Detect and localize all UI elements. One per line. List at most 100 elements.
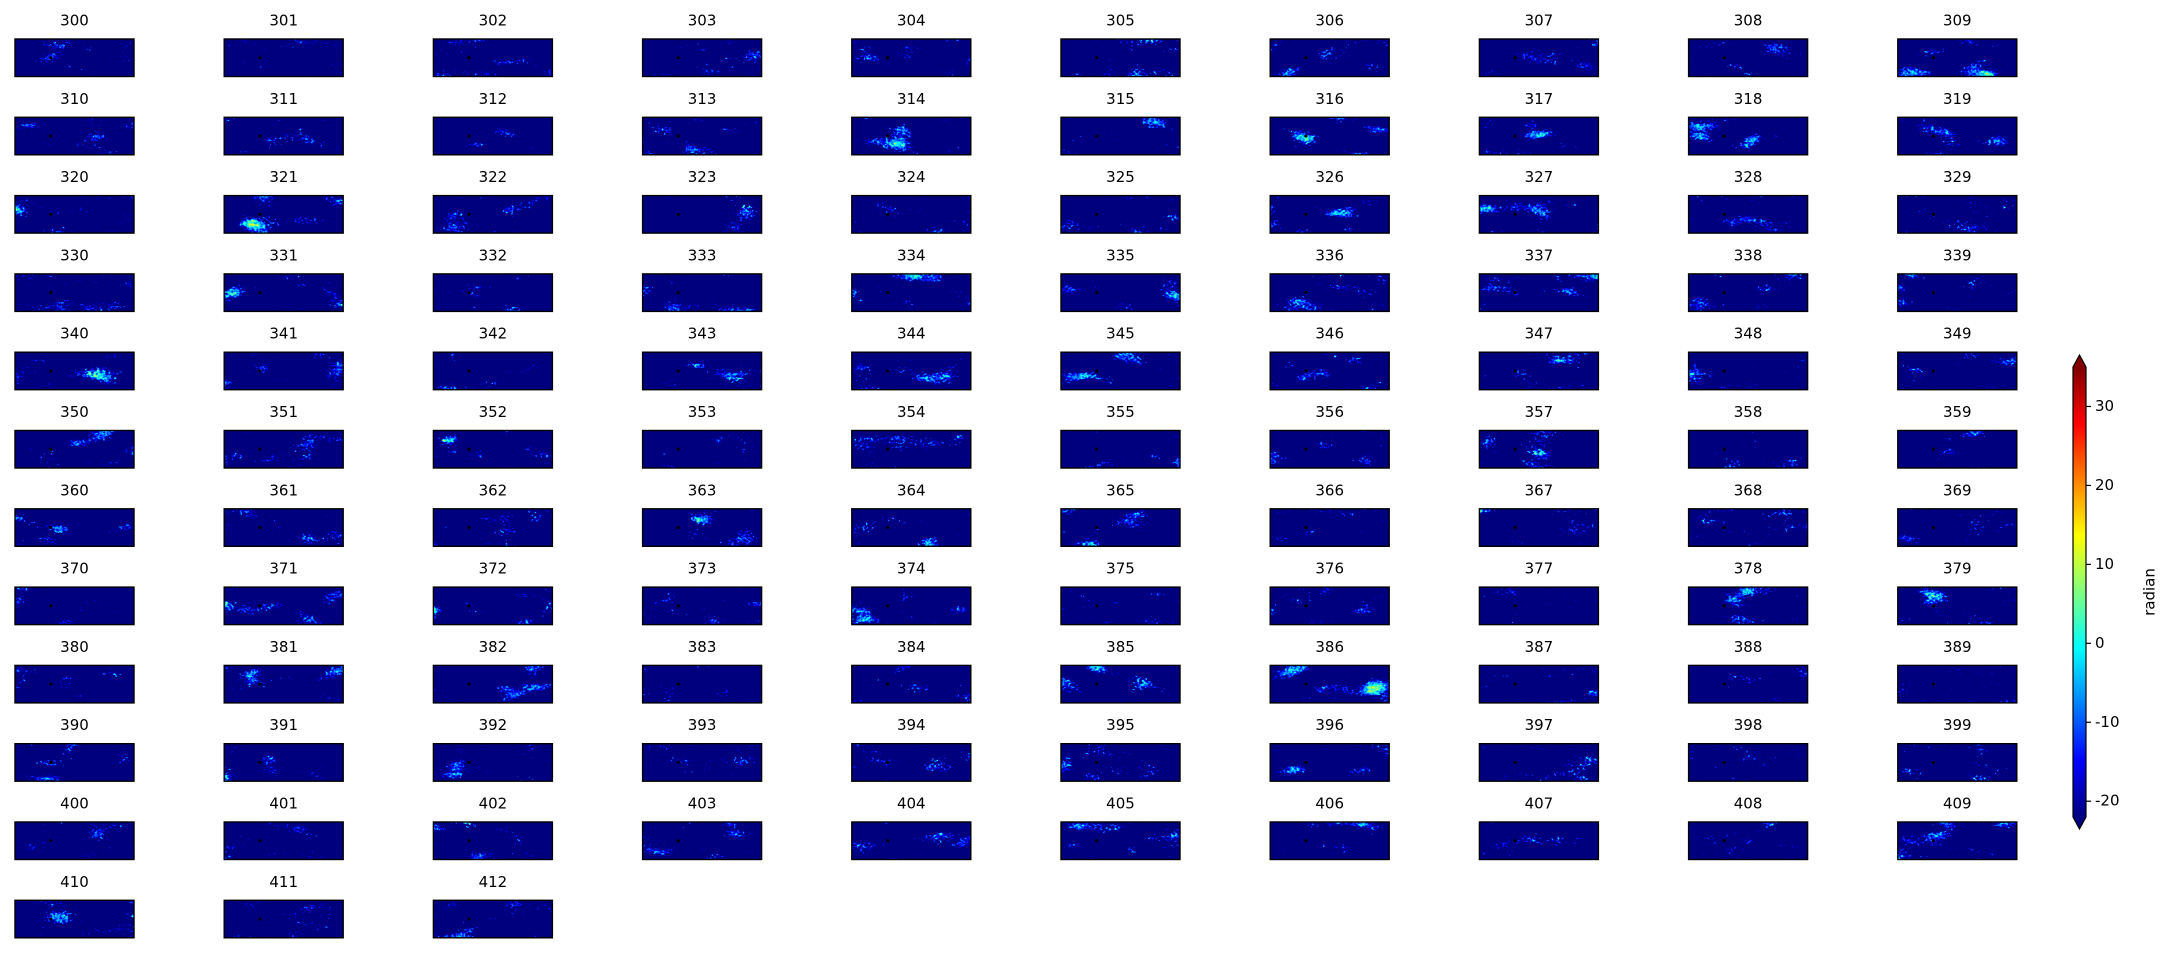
panel-title: 309 [1943, 12, 1972, 30]
panel-frame [1478, 743, 1600, 782]
panel-frame [641, 586, 763, 626]
panel-frame [1897, 586, 2018, 626]
panel-title: 388 [1734, 638, 1763, 656]
panel-title: 357 [1525, 403, 1554, 421]
heatmap-image [15, 822, 134, 860]
heatmap-image [1688, 195, 1808, 234]
colorbar-body [2073, 367, 2086, 817]
heatmap-image [1479, 743, 1599, 782]
panel-title: 324 [897, 168, 926, 186]
panel-frame [1687, 116, 1809, 156]
heatmap-image [224, 822, 344, 860]
panel-title: 353 [688, 403, 717, 421]
panel-title: 384 [897, 638, 926, 656]
panel-title: 374 [897, 560, 926, 578]
center-marker [1931, 291, 1936, 295]
panel-frame [14, 351, 135, 391]
heatmap-image [15, 587, 134, 625]
heatmap-image [1479, 508, 1599, 547]
heatmap-image [1270, 39, 1390, 77]
panel-title: 348 [1734, 325, 1763, 343]
panel-frame [851, 508, 972, 547]
panel-frame [223, 194, 344, 234]
panel-frame [1060, 273, 1181, 313]
panel-title: 393 [688, 716, 717, 734]
panel-frame [1897, 38, 2018, 78]
center-marker [676, 604, 680, 608]
heatmap-image [224, 195, 344, 234]
panel-frame [1269, 273, 1390, 313]
panel-frame [1897, 351, 2018, 391]
heatmap-image [1479, 665, 1599, 703]
panel-frame [14, 38, 135, 78]
heatmap-image [15, 900, 134, 938]
heatmap-image [224, 430, 344, 468]
heatmap-image [1688, 587, 1808, 625]
panel-frame [223, 899, 344, 939]
center-marker [1095, 839, 1099, 843]
center-marker [49, 839, 53, 843]
panel-frame [1687, 273, 1809, 313]
center-marker [885, 56, 890, 60]
heatmap-image [1479, 822, 1599, 860]
panel-title: 362 [479, 481, 508, 499]
panel-title: 344 [897, 325, 926, 343]
center-marker [676, 212, 680, 216]
center-marker [1304, 291, 1308, 295]
heatmap-image [851, 508, 971, 547]
panel-frame [14, 586, 135, 626]
panel-frame [223, 508, 344, 547]
panel-frame [851, 664, 972, 704]
panel-frame [1687, 743, 1809, 782]
center-marker [676, 291, 680, 295]
panel-title: 341 [269, 325, 298, 343]
center-marker [467, 604, 471, 608]
panel-frame [1478, 586, 1600, 626]
heatmap-image [1479, 352, 1599, 390]
panel-title: 375 [1106, 560, 1135, 578]
panel-frame [1060, 664, 1181, 704]
center-marker [1513, 291, 1517, 295]
center-marker [1095, 604, 1099, 608]
heatmap-image [1688, 665, 1808, 703]
center-marker [885, 760, 890, 765]
panel-frame [223, 273, 344, 313]
panel-title: 405 [1106, 795, 1135, 813]
panel-title: 306 [1315, 12, 1344, 30]
panel-title: 371 [269, 560, 298, 578]
panel-title: 390 [60, 716, 89, 734]
heatmap-image [1688, 39, 1808, 77]
panel-frame [1269, 116, 1390, 156]
panel-title: 408 [1734, 795, 1763, 813]
panel-frame [432, 273, 554, 313]
center-marker [676, 447, 680, 451]
heatmap-image [642, 39, 762, 77]
heatmap-image [433, 117, 553, 155]
panel-frame [1687, 508, 1809, 547]
panel-title: 314 [897, 90, 926, 108]
heatmap-image [851, 39, 971, 77]
panel-title: 402 [479, 795, 508, 813]
panel-frame [223, 586, 344, 626]
heatmap-image [1897, 273, 2017, 312]
panel-title: 315 [1106, 90, 1135, 108]
heatmap-image [1270, 665, 1390, 703]
panel-frame [432, 508, 554, 547]
panel-title: 301 [269, 12, 298, 30]
center-marker [1722, 291, 1726, 295]
heatmap-image [1270, 352, 1390, 390]
center-marker [1095, 56, 1099, 60]
panel-title: 394 [897, 716, 926, 734]
panel-frame [223, 351, 344, 391]
center-marker [1095, 212, 1099, 216]
panel-title: 325 [1106, 168, 1135, 186]
panel-frame [1269, 351, 1390, 391]
heatmap-image [642, 273, 762, 312]
panel-frame [223, 116, 344, 156]
heatmap-image [851, 822, 971, 860]
panel-frame [14, 194, 135, 234]
center-marker [1304, 760, 1308, 765]
heatmap-image [1479, 587, 1599, 625]
panel-frame [641, 273, 763, 313]
center-marker [467, 134, 471, 138]
